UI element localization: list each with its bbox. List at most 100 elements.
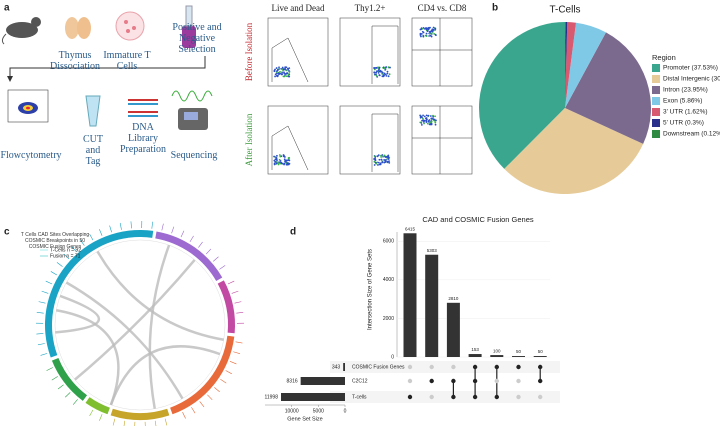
- matrix-dot: [407, 378, 413, 384]
- flow-event: [274, 158, 277, 161]
- circos-tick: [213, 256, 219, 262]
- flow-column-header: CD4 vs. CD8: [418, 3, 467, 13]
- flow-event: [420, 32, 423, 35]
- flow-plots: [267, 17, 473, 175]
- circos-tick: [229, 361, 237, 365]
- flow-event: [287, 159, 290, 162]
- flow-event: [288, 71, 291, 73]
- flow-event: [285, 75, 288, 78]
- flow-event: [374, 73, 376, 76]
- flow-event: [381, 75, 384, 78]
- flow-event: [384, 68, 387, 71]
- bar-value-label: 5303: [427, 248, 438, 253]
- flow-event: [433, 32, 436, 35]
- flow-event: [373, 155, 376, 158]
- circos-chord: [148, 244, 171, 409]
- circos-tick: [41, 290, 49, 294]
- circos-chord: [56, 309, 120, 406]
- flow-event: [283, 74, 286, 76]
- circos-tick: [205, 248, 212, 255]
- circos-tick: [89, 233, 94, 241]
- workflow-step: CUT and Tag: [83, 134, 103, 167]
- flow-event: [283, 75, 286, 78]
- flow-event: [376, 155, 379, 158]
- flow-event: [283, 71, 285, 74]
- circos-tick: [164, 418, 168, 426]
- flow-event: [420, 122, 423, 124]
- circos-tick: [130, 221, 132, 229]
- matrix-dot: [407, 364, 413, 370]
- flow-event: [426, 30, 429, 33]
- circos-segment: [44, 229, 154, 358]
- bar-value-label: 100: [493, 348, 501, 353]
- panel-label: d: [290, 227, 296, 238]
- circos-tick: [161, 223, 164, 231]
- flow-event: [383, 161, 386, 164]
- circos-tick: [57, 384, 64, 390]
- flow-event: [422, 114, 424, 117]
- circos-tick: [198, 241, 203, 248]
- matrix-dot: [538, 378, 543, 384]
- flow-event: [278, 154, 281, 156]
- circos-tick: [231, 290, 239, 294]
- flow-event: [381, 161, 384, 163]
- pie-slice: [565, 22, 576, 108]
- flow-event: [275, 72, 278, 75]
- flow-event: [387, 66, 390, 69]
- pie-slice: [479, 22, 565, 169]
- flow-event: [432, 28, 435, 31]
- circos-ring: [54, 239, 226, 411]
- workflow-step: DNA Library Preparation: [119, 122, 167, 155]
- circos-tick: [219, 265, 226, 270]
- set-size-bar: [281, 393, 345, 401]
- flow-event: [430, 35, 433, 38]
- matrix-dot: [472, 394, 478, 400]
- circos-legend-label: T-Cells n = 92: [50, 247, 81, 253]
- flow-event: [273, 155, 275, 158]
- pie-slice: [504, 108, 644, 195]
- flow-event: [428, 32, 431, 35]
- bar: [490, 355, 504, 357]
- circos-segment: [51, 357, 88, 401]
- bar-value-label: 50: [538, 349, 544, 354]
- matrix-dot: [516, 378, 521, 384]
- circos-tick: [89, 409, 94, 417]
- legend-label: 3' UTR (1.62%): [663, 109, 708, 116]
- panel-label: a: [4, 3, 10, 14]
- y-tick-label: 6000: [383, 239, 394, 245]
- matrix-dot: [472, 378, 478, 384]
- legend-swatch: [652, 75, 660, 83]
- flow-event: [380, 158, 383, 161]
- bar: [403, 233, 417, 357]
- flow-event: [277, 68, 279, 71]
- flow-event: [419, 28, 422, 31]
- flow-event: [419, 116, 422, 119]
- set-size-bar: [343, 363, 345, 371]
- flow-event: [276, 159, 278, 162]
- flow-event: [375, 74, 378, 77]
- circos-tick: [182, 412, 186, 419]
- flow-event: [285, 66, 288, 69]
- flow-event: [375, 66, 378, 69]
- circos-segment: [170, 335, 235, 415]
- flow-gate: [271, 125, 309, 171]
- circos-title: T Cells CAD Sites Overlapping COSMIC Bre…: [20, 232, 90, 250]
- flow-plot-frame: [339, 17, 401, 87]
- flow-event: [429, 121, 431, 124]
- flow-event: [374, 158, 377, 161]
- flow-event: [420, 123, 423, 126]
- bar: [425, 254, 439, 357]
- circos-tick: [171, 226, 175, 234]
- flow-event: [377, 161, 380, 164]
- flow-event: [377, 164, 379, 166]
- legend-label: Distal Intergenic (30.63%): [663, 76, 720, 83]
- flow-event: [427, 26, 430, 29]
- flow-event: [375, 71, 378, 74]
- legend-title: Region: [652, 53, 676, 62]
- flow-event: [277, 74, 279, 77]
- flow-event: [423, 122, 425, 125]
- flow-event: [382, 155, 385, 158]
- flow-event: [276, 70, 278, 72]
- flow-event: [378, 74, 381, 77]
- flow-event: [287, 157, 290, 160]
